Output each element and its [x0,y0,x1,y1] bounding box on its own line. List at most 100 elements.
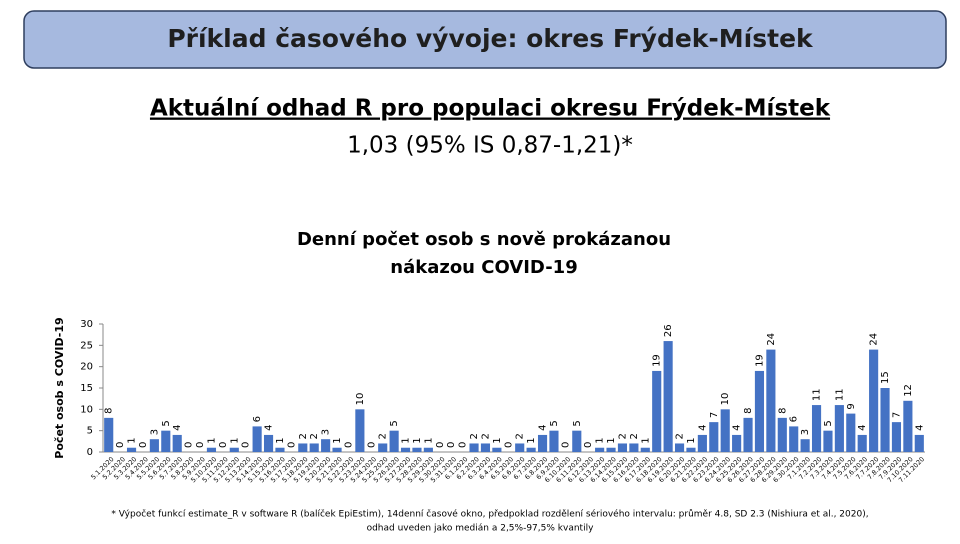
value-label: 4 [538,425,549,431]
bar [766,349,776,452]
bar [811,405,822,452]
value-label: 1 [686,437,697,443]
value-label: 0 [366,442,377,448]
bar [617,443,628,452]
y-tick-label: 5 [87,426,93,437]
value-label: 3 [800,429,811,435]
value-label: 4 [732,425,743,431]
value-label: 0 [435,442,446,448]
header-box [23,10,947,69]
bar [629,443,639,452]
bar [378,443,388,452]
value-label: 1 [606,437,617,443]
value-label: 0 [560,442,571,448]
value-label: 7 [891,412,902,418]
value-label: 2 [469,433,480,439]
value-label: 6 [252,416,263,422]
value-label: 8 [104,407,115,413]
bar [515,443,525,452]
bar [674,443,685,452]
value-label: 0 [583,442,594,448]
bar [640,447,650,452]
value-label: 2 [309,433,320,439]
bar [355,409,365,452]
value-label: 1 [412,437,423,443]
value-label: 10 [355,393,366,406]
value-label: 1 [127,437,138,443]
value-label: 9 [846,403,857,409]
value-label: 4 [172,425,183,431]
bar [754,370,765,452]
header-title: Příklad časového vývoje: okres Frýdek-Mí… [167,24,814,53]
bar [572,430,582,452]
footnote: * Výpočet funkcí estimate_R v software R… [111,509,868,520]
bar [880,388,890,452]
value-label: 1 [332,437,343,443]
value-label: 8 [777,407,788,413]
bar [549,430,559,452]
value-label: 19 [652,354,663,367]
value-label: 6 [789,416,800,422]
value-label: 0 [138,442,149,448]
bar [857,434,867,452]
bar [126,447,137,452]
value-label: 5 [823,420,834,426]
value-label: 7 [709,412,720,418]
bar [777,417,787,452]
bar [469,443,479,452]
bar [149,439,159,452]
value-label: 4 [914,425,925,431]
value-label: 1 [206,437,217,443]
bar [686,447,696,452]
y-tick-label: 0 [87,447,93,458]
value-label: 0 [218,442,229,448]
value-label: 1 [423,437,434,443]
value-label: 11 [834,388,845,401]
bar [869,349,879,452]
value-label: 1 [640,437,651,443]
y-tick-label: 25 [80,340,93,351]
value-label: 2 [298,433,309,439]
bar [263,434,274,452]
bar [389,430,399,452]
bar [709,422,719,452]
bar [595,447,605,452]
y-tick-label: 10 [80,404,93,415]
value-label: 8 [743,407,754,413]
bar [903,400,913,452]
value-label: 11 [812,388,823,401]
value-label: 1 [526,437,537,443]
value-label: 0 [115,442,126,448]
value-label: 3 [321,429,332,435]
bar [834,405,844,452]
value-label: 2 [675,433,686,439]
value-label: 26 [663,324,674,337]
y-axis-label: Počet osob s COVID-19 [53,317,66,458]
estimate-value: 1,03 (95% IS 0,87-1,21)* [347,133,633,159]
bar [732,434,742,452]
value-label: 24 [766,333,777,346]
value-label: 0 [343,442,354,448]
bar [161,430,171,452]
bar [720,409,730,452]
value-label: 0 [286,442,297,448]
bar [537,434,548,452]
value-label: 24 [869,333,880,346]
value-label: 0 [195,442,206,448]
y-tick-label: 20 [80,362,93,373]
bar [104,417,114,452]
value-label: 12 [903,384,914,397]
bar [298,443,308,452]
y-tick-label: 15 [80,383,93,394]
bar [400,447,411,452]
value-label: 1 [492,437,503,443]
bar [275,447,285,452]
bar [480,443,491,452]
bar [789,426,799,452]
value-label: 10 [720,393,731,406]
value-label: 5 [161,420,172,426]
bar [652,370,662,452]
bar [663,341,673,452]
bar [172,434,182,452]
